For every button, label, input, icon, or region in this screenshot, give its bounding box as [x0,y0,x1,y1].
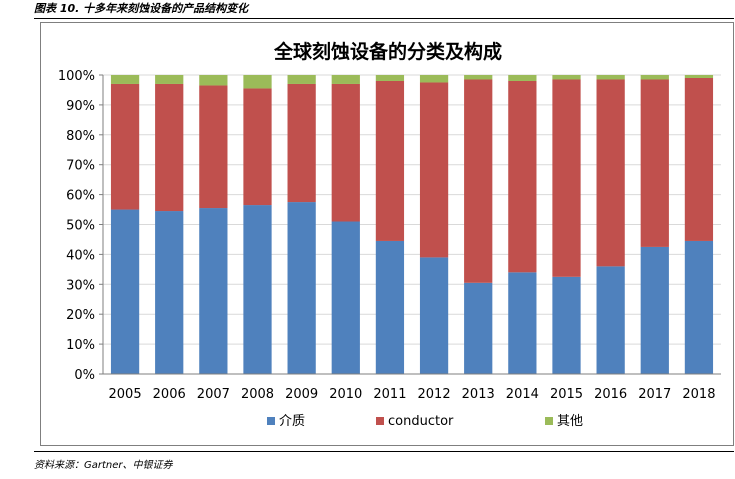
bar-segment [155,83,184,212]
legend: 介质 conductor 其他 [267,414,583,429]
bar-segment [243,205,272,374]
legend-label: 其他 [557,414,583,429]
bar-segment [287,202,316,374]
y-tick-label: 30% [66,278,95,293]
bar-segment [684,240,714,374]
legend-label: conductor [388,414,454,429]
bar-segment [419,82,449,258]
bar-segment [155,75,184,84]
figure-caption: 图表 10. 十多年来刻蚀设备的产品结构变化 [34,2,249,15]
bar-segment [508,75,537,81]
bar-segment [287,75,316,84]
bar-segment [243,88,272,206]
x-tick-label: 2007 [197,387,230,402]
x-tick-label: 2018 [682,387,715,402]
x-tick-label: 2012 [418,387,451,402]
legend-label: 介质 [279,414,305,429]
bar-segment [464,282,493,374]
bar-segment [110,209,140,374]
gridlines [103,74,721,375]
bar-segment [155,211,184,374]
bar-segment [684,75,714,78]
top-divider [34,18,734,19]
bar-segment [199,75,228,86]
bottom-divider [34,451,734,452]
bar-segment [331,221,360,374]
y-tick-label: 40% [66,248,95,263]
y-tick-label: 20% [66,308,95,323]
bar-segment [640,75,669,80]
bar-segment [640,79,669,247]
y-tick-label: 10% [66,338,95,353]
bar-segment [199,85,228,209]
bar-segment [110,83,140,210]
chart-title: 全球刻蚀设备的分类及构成 [273,40,502,63]
x-tick-label: 2008 [241,387,274,402]
y-tick-label: 80% [66,129,95,144]
bar-segment [464,75,493,80]
bar-segment [243,75,272,89]
bar-segment [596,266,625,374]
y-tick-label: 90% [66,99,95,114]
source-note: 资料来源：Gartner、中银证券 [34,460,173,471]
x-tick-label: 2006 [153,387,186,402]
legend-swatch [376,417,384,425]
chart-frame: 全球刻蚀设备的分类及构成 0% 10% 20% 30% 40% 50% 60% 70% 80% 9… [40,22,734,446]
bar-segment [375,240,405,374]
bar-segment [287,83,316,203]
bar-segment [331,83,360,222]
bar-segment [419,257,449,374]
bar-segment [464,79,493,283]
bar-segment [508,80,537,273]
bar-segment [596,75,625,80]
y-tick-label: 50% [66,219,95,234]
axes: 0% 10% 20% 30% 40% 50% 60% 70% 80% 90% 100% 2005 200… [58,69,721,402]
bars [110,75,714,374]
bar-segment [552,75,581,80]
bar-segment [375,75,405,81]
bar-segment [331,75,360,84]
bar-segment [596,79,625,267]
x-tick-label: 2010 [329,387,362,402]
x-tick-label: 2014 [506,387,539,402]
x-tick-label: 2015 [550,387,583,402]
x-tick-label: 2009 [285,387,318,402]
y-tick-label: 100% [58,69,95,84]
x-tick-label: 2011 [373,387,406,402]
legend-swatch [267,417,275,425]
bar-segment [684,77,714,241]
legend-swatch [545,417,553,425]
bar-segment [419,75,449,83]
bar-segment [552,79,581,277]
bar-segment [508,272,537,374]
bar-segment [640,246,669,374]
x-tick-label: 2017 [638,387,671,402]
bar-segment [199,208,228,374]
y-tick-label: 70% [66,159,95,174]
stacked-bar-chart: 全球刻蚀设备的分类及构成 0% 10% 20% 30% 40% 50% 60% 70% 80% 9… [58,40,721,429]
y-tick-label: 0% [74,368,95,383]
x-tick-label: 2016 [594,387,627,402]
bar-segment [375,80,405,241]
y-tick-label: 60% [66,189,95,204]
bar-segment [552,276,581,374]
bar-segment [110,75,140,84]
x-tick-label: 2013 [462,387,495,402]
x-tick-label: 2005 [109,387,142,402]
